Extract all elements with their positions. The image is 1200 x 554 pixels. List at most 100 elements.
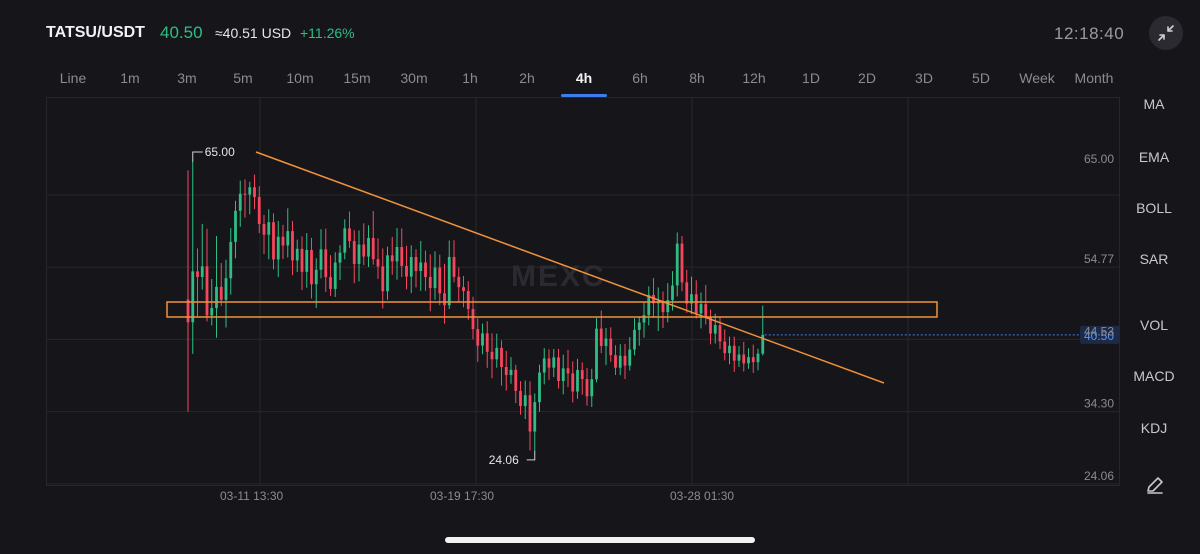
timeframe-tabs: Line 1m 3m 5m 10m 15m 30m 1h 2h 4h 6h 8h 12h 1D 2D 3D 5D… bbox=[46, 64, 1126, 97]
candle-body bbox=[343, 228, 347, 253]
last-price: 40.50 bbox=[160, 23, 203, 42]
candle-body bbox=[542, 358, 546, 373]
tab-12h[interactable]: 12h bbox=[742, 70, 766, 86]
candle-body bbox=[419, 262, 423, 271]
candle-body bbox=[652, 294, 655, 304]
candle-body bbox=[338, 252, 342, 263]
candle-body bbox=[405, 265, 408, 277]
indicator-kdj[interactable]: KDJ bbox=[1140, 420, 1168, 436]
x-axis-label: 03-19 17:30 bbox=[430, 489, 494, 503]
candle-body bbox=[471, 309, 475, 330]
candle-body bbox=[523, 395, 527, 407]
indicator-ma[interactable]: MA bbox=[1143, 96, 1165, 112]
candle-body bbox=[224, 278, 228, 300]
candle-body bbox=[191, 271, 195, 323]
x-axis-label: 03-11 13:30 bbox=[220, 489, 283, 503]
indicator-boll[interactable]: BOLL bbox=[1136, 200, 1172, 216]
pair-title[interactable]: TATSU/USDT bbox=[46, 24, 145, 41]
candle-body bbox=[476, 329, 480, 346]
indicator-sar[interactable]: SAR bbox=[1139, 251, 1169, 267]
tab-month[interactable]: Month bbox=[1074, 70, 1114, 86]
candle-body bbox=[509, 369, 513, 376]
tab-1m[interactable]: 1m bbox=[120, 70, 140, 86]
tab-4h[interactable]: 4h bbox=[575, 70, 593, 86]
current-price-tag-bg bbox=[1080, 325, 1120, 344]
candle-body bbox=[500, 347, 503, 367]
candle-body bbox=[747, 357, 750, 364]
candle-body bbox=[490, 351, 494, 360]
candle-body bbox=[324, 249, 328, 278]
candle-body bbox=[685, 282, 689, 304]
edit-pencil-icon[interactable] bbox=[1144, 474, 1166, 496]
candle-body bbox=[376, 259, 380, 267]
candle-body bbox=[443, 293, 446, 306]
tab-2d[interactable]: 2D bbox=[858, 70, 876, 86]
candle-body bbox=[409, 257, 413, 277]
candle-body bbox=[519, 390, 522, 407]
x-axis-label: 03-28 01:30 bbox=[670, 489, 734, 503]
indicator-sidebar: MA EMA BOLL SAR VOL MACD KDJ bbox=[1126, 94, 1186, 514]
candle-body bbox=[666, 300, 670, 313]
candle-body bbox=[466, 291, 470, 310]
candle-body bbox=[352, 241, 356, 264]
tab-2h[interactable]: 2h bbox=[519, 70, 535, 86]
tab-10m[interactable]: 10m bbox=[286, 70, 314, 86]
candle-body bbox=[495, 347, 499, 360]
tab-1h[interactable]: 1h bbox=[462, 70, 478, 86]
y-axis-label: 44.53 bbox=[1084, 324, 1114, 338]
y-axis-label: 65.00 bbox=[1084, 152, 1114, 166]
indicator-macd[interactable]: MACD bbox=[1133, 368, 1175, 384]
chart-frame bbox=[46, 97, 1120, 486]
candle-body bbox=[438, 267, 442, 294]
tab-1d[interactable]: 1D bbox=[802, 70, 820, 86]
candle-body bbox=[267, 222, 271, 235]
tab-3m[interactable]: 3m bbox=[177, 70, 197, 86]
candle-body bbox=[561, 368, 565, 381]
candlestick-chart[interactable]: MEXC 65.00 24.06 40.50 65.00 54.77 44.53 34.30 2… bbox=[46, 97, 1120, 509]
tab-5m[interactable]: 5m bbox=[233, 70, 253, 86]
candle-body bbox=[732, 345, 736, 361]
tab-line[interactable]: Line bbox=[59, 70, 87, 86]
candle-body bbox=[690, 294, 693, 304]
indicator-ema[interactable]: EMA bbox=[1138, 149, 1170, 165]
indicator-vol[interactable]: VOL bbox=[1139, 317, 1168, 333]
candle-body bbox=[433, 267, 437, 289]
candle-body bbox=[614, 355, 617, 368]
price-chart[interactable]: MEXC 65.00 24.06 40.50 65.00 54.77 44.53 34.30 2… bbox=[46, 97, 1120, 509]
candle-body bbox=[329, 277, 332, 289]
candle-body bbox=[305, 249, 309, 272]
candle-body bbox=[528, 395, 532, 432]
candle-body bbox=[276, 236, 280, 260]
tab-6h[interactable]: 6h bbox=[632, 70, 648, 86]
candle-body bbox=[371, 237, 375, 260]
candle-body bbox=[196, 271, 199, 277]
candle-body bbox=[737, 354, 741, 361]
tab-8h[interactable]: 8h bbox=[689, 70, 705, 86]
candle-body bbox=[186, 299, 190, 323]
candle-body bbox=[400, 247, 404, 266]
tab-30m[interactable]: 30m bbox=[400, 70, 428, 86]
candle-body bbox=[386, 255, 389, 292]
tab-3d[interactable]: 3D bbox=[915, 70, 933, 86]
candle-body bbox=[253, 187, 256, 198]
tab-15m[interactable]: 15m bbox=[343, 70, 371, 86]
candle-body bbox=[414, 257, 418, 271]
candle-body bbox=[699, 304, 703, 314]
candle-body bbox=[390, 255, 394, 262]
candle-body bbox=[680, 243, 684, 283]
candle-body bbox=[599, 328, 603, 347]
candle-body bbox=[675, 243, 679, 286]
candle-body bbox=[319, 249, 323, 270]
tab-week[interactable]: Week bbox=[1019, 70, 1055, 86]
candle-body bbox=[452, 256, 456, 277]
candle-body bbox=[481, 333, 484, 346]
tab-5d[interactable]: 5D bbox=[972, 70, 990, 86]
candle-body bbox=[628, 349, 632, 366]
fullscreen-exit-icon bbox=[1158, 25, 1174, 41]
fullscreen-exit-button[interactable] bbox=[1149, 16, 1183, 50]
usd-equivalent: ≈40.51 USD bbox=[215, 25, 292, 41]
candle-body bbox=[447, 256, 451, 306]
candle-body bbox=[281, 236, 285, 246]
candle-body bbox=[756, 353, 760, 363]
candle-body bbox=[547, 358, 551, 368]
